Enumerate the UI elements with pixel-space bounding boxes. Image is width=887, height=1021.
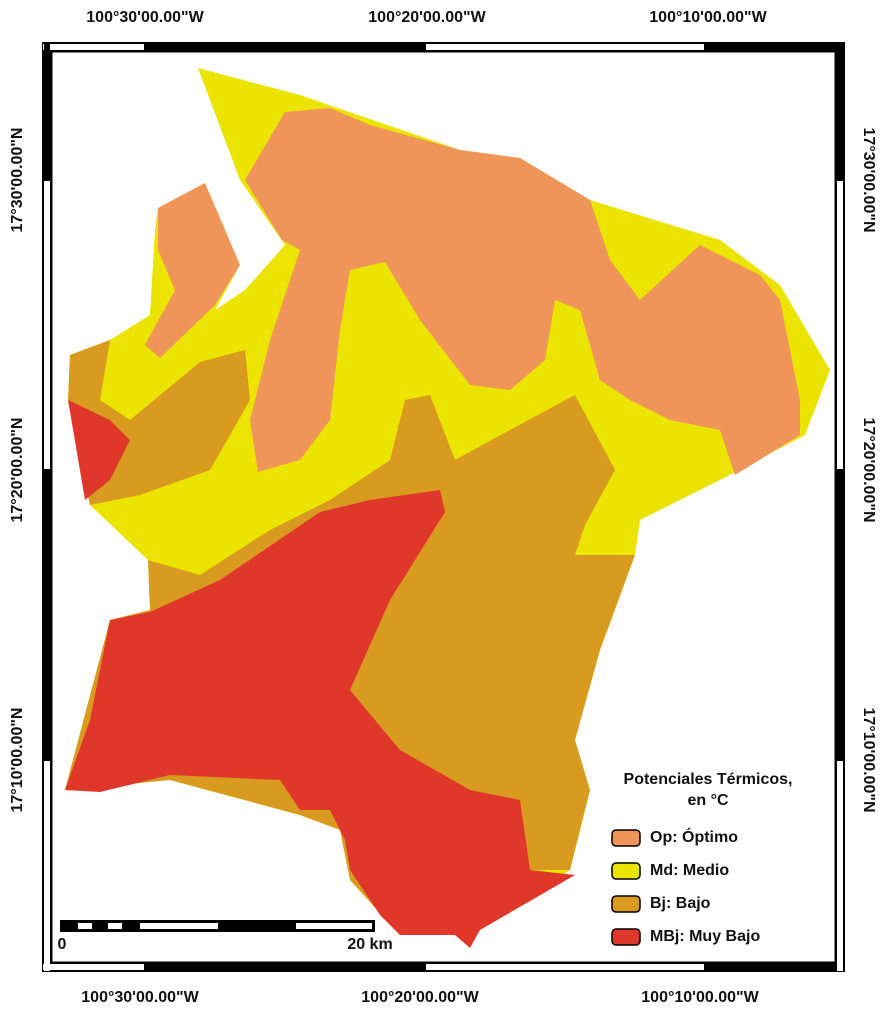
zone-optimo (245, 108, 800, 475)
frame-segment (837, 471, 843, 759)
map-zones (65, 68, 830, 948)
longitude-label: 100°30'00.00"W (86, 9, 204, 26)
zone-muy-bajo-west (68, 400, 130, 500)
scale-bar-segment (108, 923, 122, 929)
frame-segment (44, 43, 50, 179)
scale-end: 20 km (347, 936, 392, 953)
scale-start: 0 (58, 936, 67, 953)
scale-bar-segment (78, 923, 92, 929)
frame-segment (43, 964, 144, 970)
longitude-label: 100°10'00.00"W (649, 9, 767, 26)
frame-segment (706, 964, 844, 970)
legend-swatch (611, 928, 641, 946)
legend-swatch (611, 829, 641, 847)
legend-title: Potenciales Térmicos, (624, 771, 793, 788)
frame-segment (426, 44, 704, 50)
longitude-label: 100°10'00.00"W (641, 989, 759, 1006)
legend-swatch (611, 862, 641, 880)
scale-bar-segment (296, 923, 372, 929)
longitude-label: 100°20'00.00"W (368, 9, 486, 26)
longitude-label: 100°20'00.00"W (361, 989, 479, 1006)
legend-label: Md: Medio (650, 862, 729, 879)
longitude-label: 100°30'00.00"W (81, 989, 199, 1006)
frame-segment (146, 964, 424, 970)
frame-segment (44, 761, 50, 971)
legend-label: Bj: Bajo (650, 895, 711, 912)
frame-segment (837, 43, 843, 179)
latitude-label: 17°10'00.00"N (860, 708, 877, 813)
latitude-label: 17°20'00.00"N (9, 418, 26, 523)
frame-segment (146, 44, 424, 50)
zone-muy-bajo (65, 490, 575, 948)
frame-segment (44, 471, 50, 759)
scale-bar-segment (140, 923, 218, 929)
frame-segment (706, 44, 844, 50)
latitude-label: 17°10'00.00"N (9, 708, 26, 813)
latitude-label: 17°20'00.00"N (860, 418, 877, 523)
frame-graticule (43, 43, 844, 971)
legend-title: en °C (687, 792, 729, 809)
frame-segment (43, 44, 144, 50)
legend: Potenciales Térmicos, en °C Op: Óptimo Md… (611, 771, 793, 946)
frame-segment (426, 964, 704, 970)
legend-label: MBj: Muy Bajo (650, 928, 760, 945)
scale-bar: 0 20 km (58, 920, 393, 953)
frame-segment (44, 181, 50, 469)
frame-segment (837, 761, 843, 971)
latitude-label: 17°30'00.00"N (9, 128, 26, 233)
frame-segment (837, 181, 843, 469)
latitude-label: 17°30'00.00"N (860, 128, 877, 233)
legend-label: Op: Óptimo (650, 827, 738, 846)
zone-optimo-island (145, 183, 240, 358)
legend-swatch (611, 895, 641, 913)
